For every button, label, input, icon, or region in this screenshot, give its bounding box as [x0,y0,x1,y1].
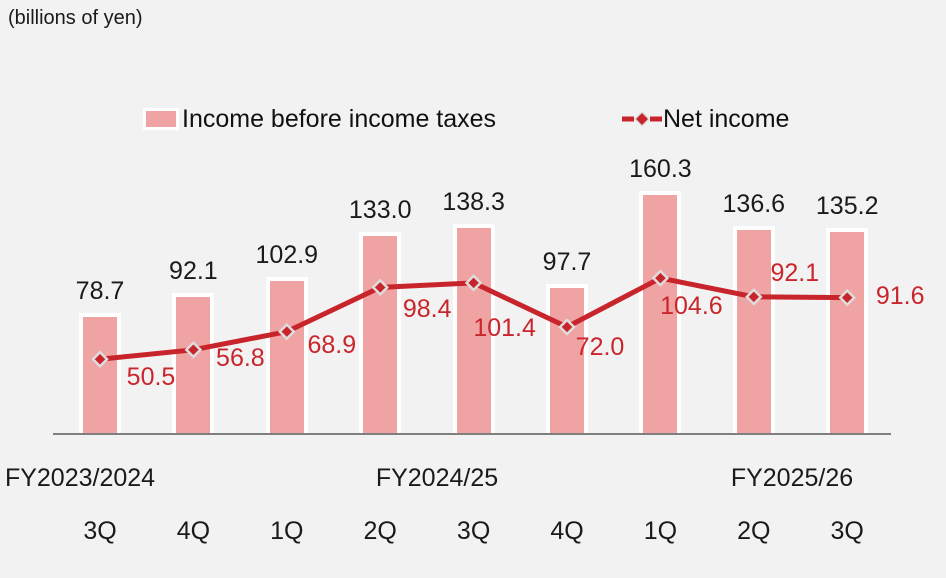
line-value-label: 91.6 [875,281,925,310]
quarter-label: 1Q [270,517,304,545]
line-value-label: 56.8 [216,343,265,372]
bar-value-label: 102.9 [255,240,319,269]
quarter-label: 3Q [830,517,864,545]
legend-item-net-income: Net income [622,104,789,134]
line-value-label: 50.5 [126,363,176,392]
bar-income-before-taxes [265,276,308,435]
quarter-label: 3Q [456,517,491,545]
bar-income-before-taxes [826,228,869,435]
fiscal-year-label: FY2025/26 [730,464,854,492]
fiscal-year-label: FY2024/25 [375,464,499,492]
quarter-label: 2Q [363,517,397,545]
fiscal-year-label: FY2023/2024 [4,464,156,492]
quarter-label: 4Q [550,517,584,545]
bar-swatch-icon [143,108,179,130]
bar-value-label: 138.3 [442,187,505,216]
bar-value-label: 136.6 [722,190,786,219]
bar-value-label: 97.7 [542,248,592,277]
line-value-label: 104.6 [660,292,723,321]
line-value-label: 98.4 [402,295,452,324]
bar-income-before-taxes [172,292,215,435]
legend-bar-label: Income before income taxes [182,105,497,133]
bar-income-before-taxes [79,312,121,435]
line-value-label: 101.4 [473,313,536,342]
line-value-label: 72.0 [575,333,625,361]
quarter-label: 3Q [83,517,117,545]
line-value-label: 92.1 [770,258,820,287]
line-marker-icon [622,110,662,128]
quarter-label: 1Q [643,517,678,545]
bar-value-label: 78.7 [75,276,125,305]
bar-value-label: 133.0 [348,195,412,224]
bar-income-before-taxes [359,231,402,435]
legend-item-income-before-taxes: Income before income taxes [143,104,496,134]
quarter-label: 2Q [737,517,771,545]
bar-value-label: 135.2 [815,192,879,221]
x-axis-line [53,433,891,435]
bar-value-label: 92.1 [169,256,218,285]
legend-line-label: Net income [663,105,790,133]
units-label: (billions of yen) [8,7,143,29]
quarter-label: 4Q [176,517,211,545]
bar-income-before-taxes [732,226,775,435]
line-value-label: 68.9 [307,330,357,359]
bar-value-label: 160.3 [629,154,692,183]
